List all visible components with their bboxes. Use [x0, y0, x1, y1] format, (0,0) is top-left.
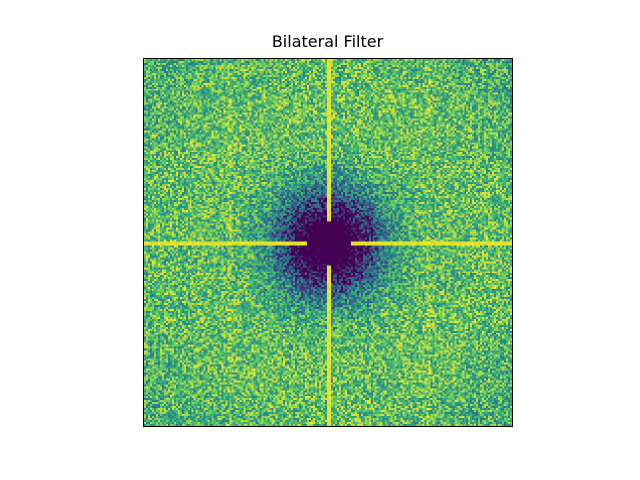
heatmap-plot-area [143, 58, 513, 427]
heatmap-image [144, 59, 512, 426]
chart-title: Bilateral Filter [271, 32, 384, 51]
